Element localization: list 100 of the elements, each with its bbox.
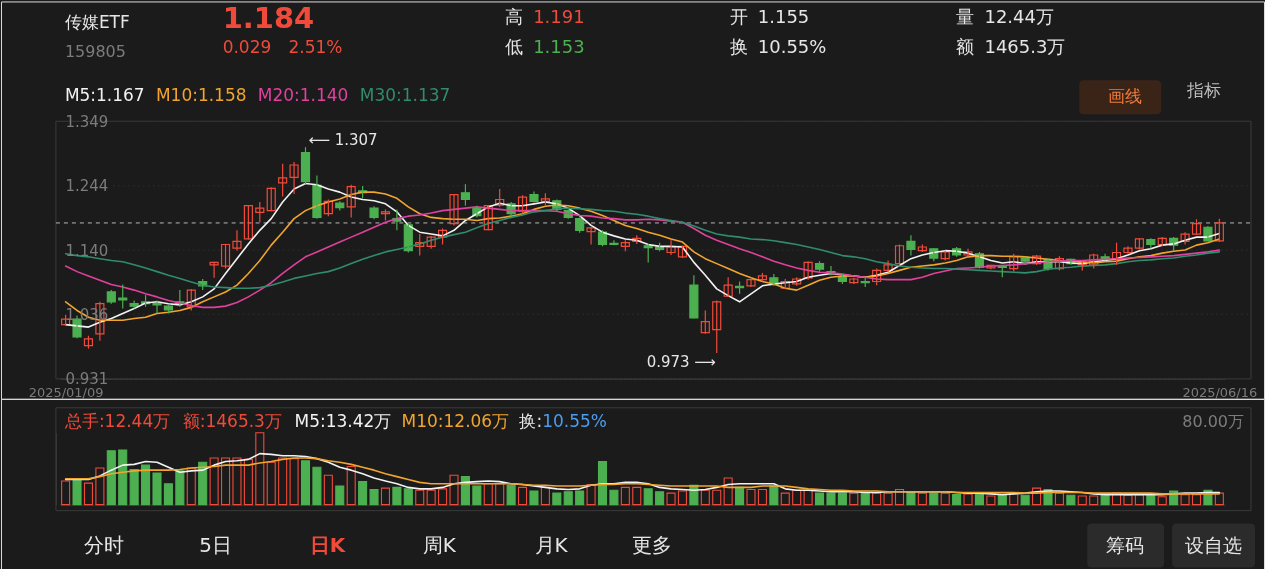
bar	[289, 458, 299, 506]
bar	[495, 483, 505, 506]
chart-title: 传媒ETF	[64, 12, 130, 33]
bar	[335, 485, 345, 506]
bar	[655, 491, 665, 506]
bar	[837, 492, 847, 506]
bar	[129, 468, 139, 506]
candlestick	[883, 259, 893, 273]
bar	[61, 480, 71, 506]
bar	[586, 483, 596, 506]
bar	[769, 485, 779, 506]
candlestick	[186, 288, 196, 312]
candlestick	[803, 260, 813, 281]
text: 指标	[1186, 80, 1222, 101]
bar	[1100, 494, 1110, 506]
annotation: 0.973 ⟶	[646, 352, 716, 371]
candlestick	[1111, 242, 1122, 266]
candlestick	[723, 276, 733, 298]
bar	[358, 481, 368, 506]
bar	[403, 488, 413, 506]
candlestick	[415, 233, 425, 257]
text: 月K	[534, 532, 569, 557]
y-tick-label: 1.349	[65, 112, 109, 131]
bar	[917, 492, 927, 506]
text: 低 1.153	[505, 36, 585, 58]
bar	[872, 492, 882, 506]
bar	[1180, 494, 1190, 506]
text: 高 1.191	[505, 6, 585, 28]
bar	[575, 490, 585, 506]
bar	[540, 486, 550, 506]
bar	[438, 488, 448, 506]
bar	[609, 489, 619, 506]
candlestick	[746, 278, 756, 288]
bar	[472, 485, 482, 506]
candlestick	[1123, 245, 1133, 255]
annotation: ⟵ 1.307	[308, 131, 378, 150]
bar	[278, 457, 288, 506]
text: 额 1465.3万	[956, 36, 1066, 58]
candlestick	[266, 186, 276, 212]
candlestick	[586, 226, 596, 246]
text: 设自选	[1184, 533, 1242, 556]
candlestick	[1214, 218, 1224, 243]
bar	[1191, 494, 1202, 506]
bar	[1214, 492, 1224, 506]
bar	[552, 492, 562, 506]
bar	[255, 432, 265, 506]
candlestick	[792, 276, 802, 287]
text: 2.51%	[288, 37, 343, 58]
text: M10:12.06万	[401, 410, 510, 431]
candlestick	[289, 161, 299, 195]
line-series	[64, 206, 1221, 309]
bar	[997, 494, 1007, 506]
bar	[723, 477, 733, 506]
bar	[392, 486, 402, 506]
text: 筹码	[1106, 533, 1145, 556]
candlestick	[118, 283, 128, 310]
bar	[963, 493, 973, 506]
bar	[175, 470, 185, 506]
bar	[666, 492, 676, 506]
text: 开 1.155	[729, 6, 810, 28]
bar	[620, 486, 630, 506]
bar	[152, 472, 162, 506]
bar	[1123, 494, 1133, 506]
series-label: M5:13.42万	[294, 410, 392, 431]
bar	[563, 491, 573, 506]
bar	[506, 484, 516, 506]
bar	[643, 488, 653, 506]
text: 1.184	[222, 1, 315, 36]
bar	[849, 492, 859, 506]
candlestick	[700, 309, 710, 335]
bar	[243, 458, 253, 506]
bar	[186, 467, 196, 506]
text: 0.029	[222, 37, 272, 58]
candlestick	[894, 243, 905, 266]
bar	[266, 461, 276, 506]
bar	[1009, 492, 1019, 506]
candlestick	[517, 194, 528, 215]
bar	[518, 486, 528, 506]
text: 80.00万	[1182, 411, 1245, 431]
chart-subtitle: 159805	[64, 42, 126, 62]
bar	[141, 464, 151, 506]
text: M30:1.137	[359, 85, 451, 106]
bar	[529, 490, 539, 506]
bar	[780, 492, 790, 506]
bar	[952, 494, 962, 506]
bar	[1157, 496, 1167, 506]
candlestick	[963, 248, 973, 258]
bar	[815, 492, 825, 506]
bar	[929, 492, 939, 506]
bar	[1020, 494, 1030, 506]
bar	[1054, 492, 1064, 506]
text: 分时	[83, 532, 124, 557]
bar	[632, 486, 642, 506]
candlestick	[255, 201, 265, 223]
text: 日K	[309, 532, 347, 557]
text: 量 12.44万	[956, 6, 1054, 28]
candlestick	[632, 234, 642, 245]
bar	[449, 474, 459, 506]
bar	[860, 492, 870, 506]
bar	[677, 490, 688, 506]
